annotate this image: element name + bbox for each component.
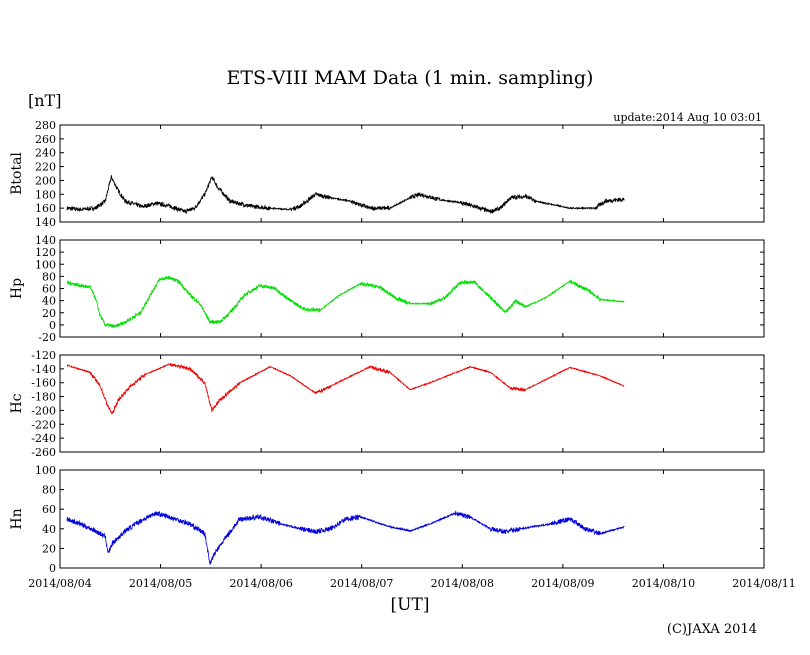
panel-frame-Hc — [59, 354, 765, 453]
y-tick-label-Hp: 100 — [35, 258, 56, 271]
y-tick-label-Btotal: 200 — [35, 174, 56, 187]
x-tick-label: 2014/08/11 — [732, 577, 795, 590]
x-tick-label: 2014/08/08 — [431, 577, 494, 590]
series-line-Btotal — [66, 174, 625, 215]
panel-label-Hc: Hc — [9, 393, 25, 413]
series-line-Hp — [66, 275, 625, 329]
y-tick-label-Btotal: 220 — [35, 161, 56, 174]
y-tick-label-Hc: -200 — [31, 404, 56, 417]
y-tick-label-Btotal: 160 — [35, 202, 56, 215]
y-tick-label-Hp: 0 — [49, 319, 56, 332]
x-tick-label: 2014/08/05 — [129, 577, 192, 590]
x-tick-label: 2014/08/04 — [28, 577, 91, 590]
panel-frame-Hp — [59, 239, 765, 338]
x-tick-label: 2014/08/06 — [229, 577, 292, 590]
y-tick-label-Btotal: 180 — [35, 188, 56, 201]
unit-label: [nT] — [28, 91, 61, 110]
update-label: update:2014 Aug 10 03:01 — [613, 111, 762, 124]
y-tick-label-Hp: 20 — [42, 307, 56, 320]
series-line-Hc — [66, 362, 625, 415]
x-tick-label: 2014/08/10 — [632, 577, 695, 590]
y-tick-label-Hn: 0 — [49, 562, 56, 575]
panel-label-Hn: Hn — [9, 508, 25, 529]
y-tick-label-Hc: -260 — [31, 446, 56, 459]
y-tick-label-Hp: 60 — [42, 283, 56, 296]
y-tick-label-Hp: -20 — [38, 331, 56, 344]
x-tick-label: 2014/08/09 — [531, 577, 594, 590]
x-axis-label: [UT] — [391, 595, 430, 615]
y-tick-label-Hp: 40 — [42, 295, 56, 308]
y-tick-label-Hp: 80 — [42, 270, 56, 283]
y-tick-label-Btotal: 140 — [35, 216, 56, 229]
y-tick-label-Hn: 40 — [42, 523, 56, 536]
y-tick-label-Hn: 100 — [35, 464, 56, 477]
panel-frame-Btotal — [59, 124, 765, 223]
panel-frame-Hn — [59, 469, 765, 569]
y-tick-label-Hp: 120 — [35, 246, 56, 259]
panel-label-Hp: Hp — [9, 278, 25, 299]
y-tick-label-Btotal: 260 — [35, 133, 56, 146]
y-tick-label-Hc: -140 — [31, 363, 56, 376]
series-line-Hn — [66, 510, 625, 565]
y-tick-label-Hc: -120 — [31, 349, 56, 362]
panel-label-Btotal: Btotal — [9, 152, 25, 195]
y-tick-label-Hc: -220 — [31, 418, 56, 431]
y-tick-label-Hp: 140 — [35, 234, 56, 247]
copyright: (C)JAXA 2014 — [667, 622, 757, 637]
y-tick-label-Hc: -180 — [31, 391, 56, 404]
chart-title: ETS-VIII MAM Data (1 min. sampling) — [227, 67, 594, 89]
y-tick-label-Btotal: 240 — [35, 147, 56, 160]
y-tick-label-Hn: 20 — [42, 542, 56, 555]
y-tick-label-Hn: 60 — [42, 503, 56, 516]
y-tick-label-Hc: -240 — [31, 432, 56, 445]
y-tick-label-Hc: -160 — [31, 377, 56, 390]
y-tick-label-Btotal: 280 — [35, 119, 56, 132]
y-tick-label-Hn: 80 — [42, 484, 56, 497]
x-tick-label: 2014/08/07 — [330, 577, 393, 590]
